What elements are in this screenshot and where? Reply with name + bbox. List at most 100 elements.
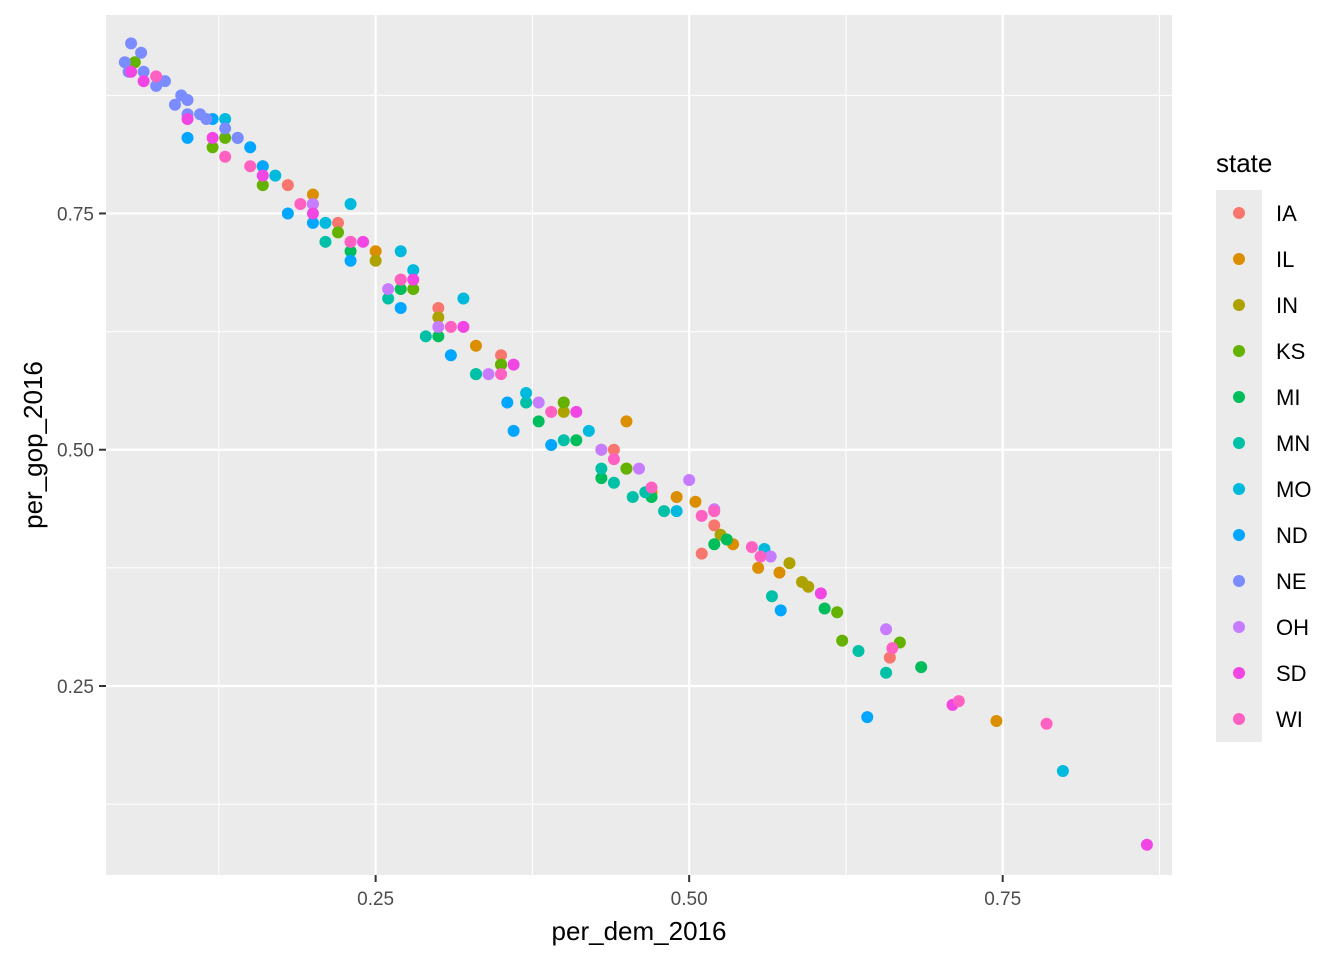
data-point-ks	[557, 396, 570, 409]
data-point-wi	[344, 235, 357, 248]
data-point-sd	[206, 131, 219, 144]
data-point-wi	[607, 453, 620, 466]
data-point-wi	[244, 160, 257, 173]
data-point-mn	[595, 462, 608, 475]
data-point-mo	[582, 424, 595, 437]
data-point-oh	[482, 368, 495, 381]
grid-minor	[106, 15, 1172, 875]
data-point-mn	[765, 590, 778, 603]
data-point-ia	[495, 349, 508, 362]
data-point-ia	[281, 179, 294, 192]
data-point-ne	[200, 112, 213, 125]
data-point-nd	[861, 711, 874, 724]
data-point-sd	[256, 169, 269, 182]
data-point-ks	[407, 283, 420, 296]
data-point-sd	[1140, 838, 1153, 851]
data-point-ks	[206, 141, 219, 154]
y-axis: 0.25 0.50 0.75	[57, 204, 106, 698]
data-point-sd	[457, 320, 470, 333]
data-point-mo	[319, 216, 332, 229]
legend-key-ia	[1233, 207, 1245, 219]
legend-label-mn: MN	[1276, 431, 1310, 456]
data-point-ks	[620, 462, 633, 475]
data-point-oh	[764, 550, 777, 563]
data-point-wi	[150, 70, 163, 83]
data-point-mn	[557, 434, 570, 447]
data-point-ia	[607, 443, 620, 456]
legend-label-ks: KS	[1276, 339, 1305, 364]
data-point-ne	[137, 65, 150, 78]
data-point-nd	[501, 396, 514, 409]
legend-label-sd: SD	[1276, 661, 1307, 686]
legend-label-oh: OH	[1276, 615, 1309, 640]
data-point-nd	[545, 439, 558, 451]
data-point-wi	[394, 273, 407, 286]
plot-panel	[106, 15, 1172, 875]
legend-label-nd: ND	[1276, 523, 1308, 548]
data-point-mi	[394, 283, 407, 296]
data-point-mn	[469, 368, 482, 381]
data-point-oh	[880, 623, 893, 636]
data-point-mi	[915, 661, 928, 674]
data-point-nd	[306, 216, 319, 229]
data-point-mn	[626, 490, 639, 503]
data-point-il	[306, 188, 319, 201]
data-point-mn	[382, 292, 395, 305]
data-point-nd	[344, 254, 357, 267]
legend-label-ne: NE	[1276, 569, 1307, 594]
data-point-wi	[294, 198, 307, 211]
data-point-ne	[118, 56, 131, 69]
data-point-in	[432, 311, 445, 324]
data-point-oh	[306, 198, 319, 211]
data-point-nd	[244, 141, 257, 154]
data-point-mi	[818, 602, 831, 615]
data-point-mo	[520, 387, 533, 400]
data-point-mn	[319, 235, 332, 248]
data-point-oh	[382, 283, 395, 296]
data-point-wi	[1040, 717, 1053, 730]
data-point-il	[620, 415, 633, 428]
data-point-mo	[670, 505, 683, 518]
legend-key-background	[1216, 190, 1262, 742]
data-point-ne	[158, 75, 171, 88]
legend-key-in	[1233, 299, 1245, 311]
y-tick-label: 0.75	[57, 204, 94, 225]
data-point-il	[670, 490, 683, 503]
data-point-mo	[457, 292, 470, 305]
data-point-oh	[432, 320, 445, 333]
data-point-wi	[886, 642, 899, 655]
data-point-ia	[432, 301, 445, 314]
y-tick-label: 0.50	[57, 441, 94, 462]
data-point-ne	[125, 37, 138, 50]
data-point-mo	[394, 245, 407, 258]
data-point-in	[783, 557, 796, 570]
data-point-ks	[495, 358, 508, 371]
data-point-ne	[168, 98, 181, 111]
data-point-oh	[532, 396, 545, 409]
legend-key-mn	[1233, 437, 1245, 449]
data-point-nd	[507, 424, 520, 437]
data-point-mo	[407, 264, 420, 277]
data-point-nd	[256, 160, 269, 173]
data-point-wi	[219, 150, 232, 163]
data-point-oh	[633, 462, 645, 475]
data-point-in	[369, 254, 382, 267]
data-point-ia	[708, 519, 721, 532]
legend-key-mi	[1233, 391, 1245, 403]
data-point-wi	[952, 695, 965, 708]
legend: state IA IL IN KS MI MN MO ND NE OH SD WI	[1216, 148, 1311, 742]
x-axis: 0.25 0.50 0.75	[357, 875, 1021, 910]
legend-label-ia: IA	[1276, 201, 1297, 226]
data-point-mi	[595, 472, 608, 485]
data-point-in	[557, 405, 570, 418]
x-tick-label: 0.25	[357, 889, 394, 910]
data-point-nd	[774, 604, 787, 617]
data-point-mo	[219, 112, 232, 125]
data-point-ks	[831, 606, 844, 619]
data-point-mo	[1056, 765, 1069, 778]
data-point-mi	[708, 538, 721, 551]
data-point-wi	[495, 368, 508, 381]
data-point-mn	[419, 330, 432, 343]
data-point-mo	[269, 169, 282, 182]
data-point-sd	[407, 273, 420, 286]
